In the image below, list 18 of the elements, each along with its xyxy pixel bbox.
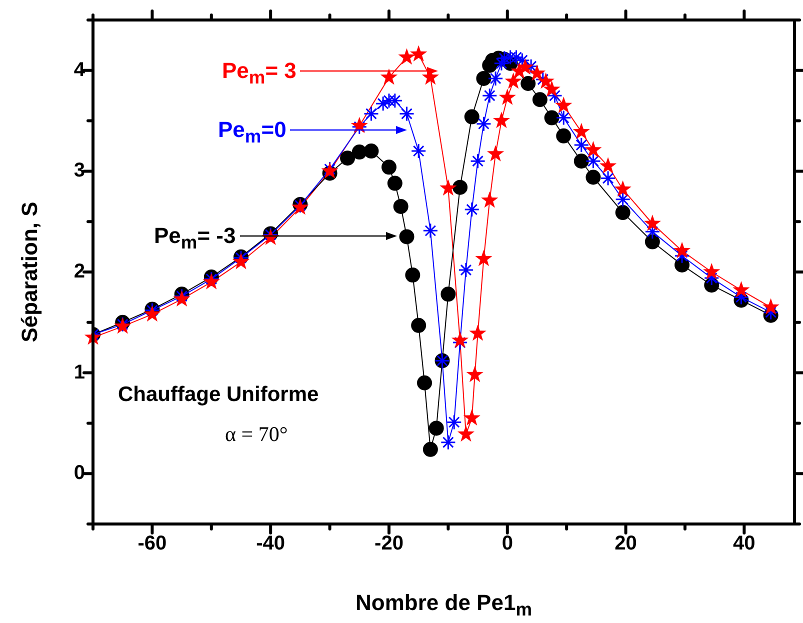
y-tick-label: 2 <box>74 260 85 283</box>
x-tick-label: 20 <box>614 532 637 555</box>
y-axis-title: Séparation, S <box>17 202 42 342</box>
x-tick-label: -60 <box>138 532 167 555</box>
y-tick-label: 0 <box>74 462 85 484</box>
x-axis-title: Nombre de Pe1$_{m}$ <box>356 590 532 620</box>
annotation: α = 70° <box>225 422 288 446</box>
legend-label: Pe$_{m}$=0 <box>218 117 286 146</box>
text: Pe$_{m}$= 3 <box>222 58 296 88</box>
x-tick-label: -20 <box>374 532 404 555</box>
x-tick-label: 0 <box>502 532 513 555</box>
y-tick-label: 1 <box>74 361 85 384</box>
y-tick-label: 4 <box>74 58 86 81</box>
x-tick-label: 40 <box>733 532 756 555</box>
annotation: Chauffage Uniforme <box>118 383 319 406</box>
y-tick-label: 3 <box>74 160 85 182</box>
x-tick-label: -40 <box>256 532 286 555</box>
series-label: Pe$_{m}$= -3 <box>154 223 236 252</box>
